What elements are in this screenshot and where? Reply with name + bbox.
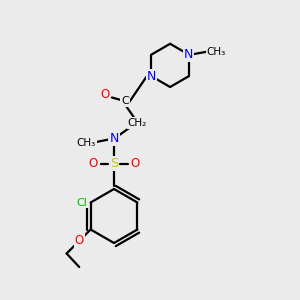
- Text: CH₃: CH₃: [77, 138, 96, 148]
- Text: N: N: [147, 70, 156, 83]
- Text: O: O: [75, 234, 84, 248]
- Text: N: N: [184, 48, 194, 61]
- Text: O: O: [130, 157, 140, 170]
- Text: S: S: [110, 157, 118, 170]
- Text: O: O: [100, 88, 109, 101]
- Text: C: C: [121, 96, 129, 106]
- Text: CH₃: CH₃: [207, 46, 226, 57]
- Text: O: O: [88, 157, 98, 170]
- Text: Cl: Cl: [77, 197, 88, 208]
- Text: N: N: [109, 131, 119, 145]
- Text: CH₂: CH₂: [128, 118, 147, 128]
